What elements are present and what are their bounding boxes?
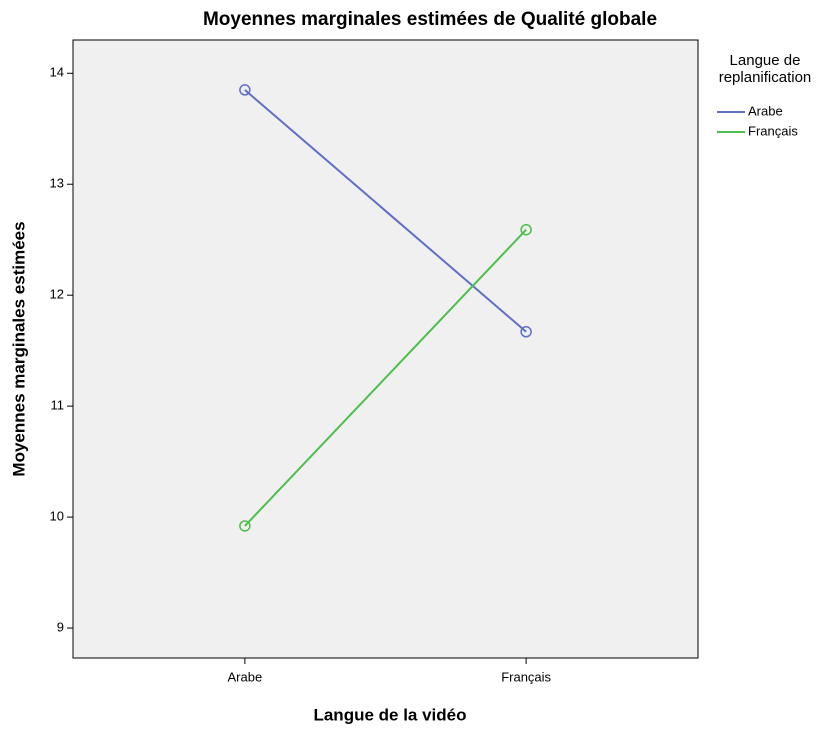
y-tick-label: 14 <box>50 65 64 80</box>
y-axis-label: Moyennes marginales estimées <box>9 221 28 476</box>
chart-title: Moyennes marginales estimées de Qualité … <box>203 9 657 30</box>
series-line <box>244 89 527 333</box>
y-tick-label: 12 <box>50 287 64 302</box>
x-axis-label: Langue de la vidéo <box>313 705 466 724</box>
y-tick-label: 9 <box>57 619 64 634</box>
legend-title: Langue de replanification <box>718 52 812 86</box>
marker <box>520 326 532 338</box>
y-tick-label: 13 <box>50 176 64 191</box>
x-tick-label: Arabe <box>228 669 263 684</box>
legend-label: Français <box>748 123 798 138</box>
x-tick-label: Français <box>501 669 551 684</box>
plot-area <box>72 39 699 659</box>
legend-label: Arabe <box>748 103 783 118</box>
series-line <box>244 229 527 527</box>
y-tick-label: 11 <box>51 398 65 413</box>
marker <box>239 520 251 532</box>
marker <box>239 84 251 96</box>
marker <box>520 223 532 236</box>
y-tick-label: 10 <box>50 509 64 524</box>
